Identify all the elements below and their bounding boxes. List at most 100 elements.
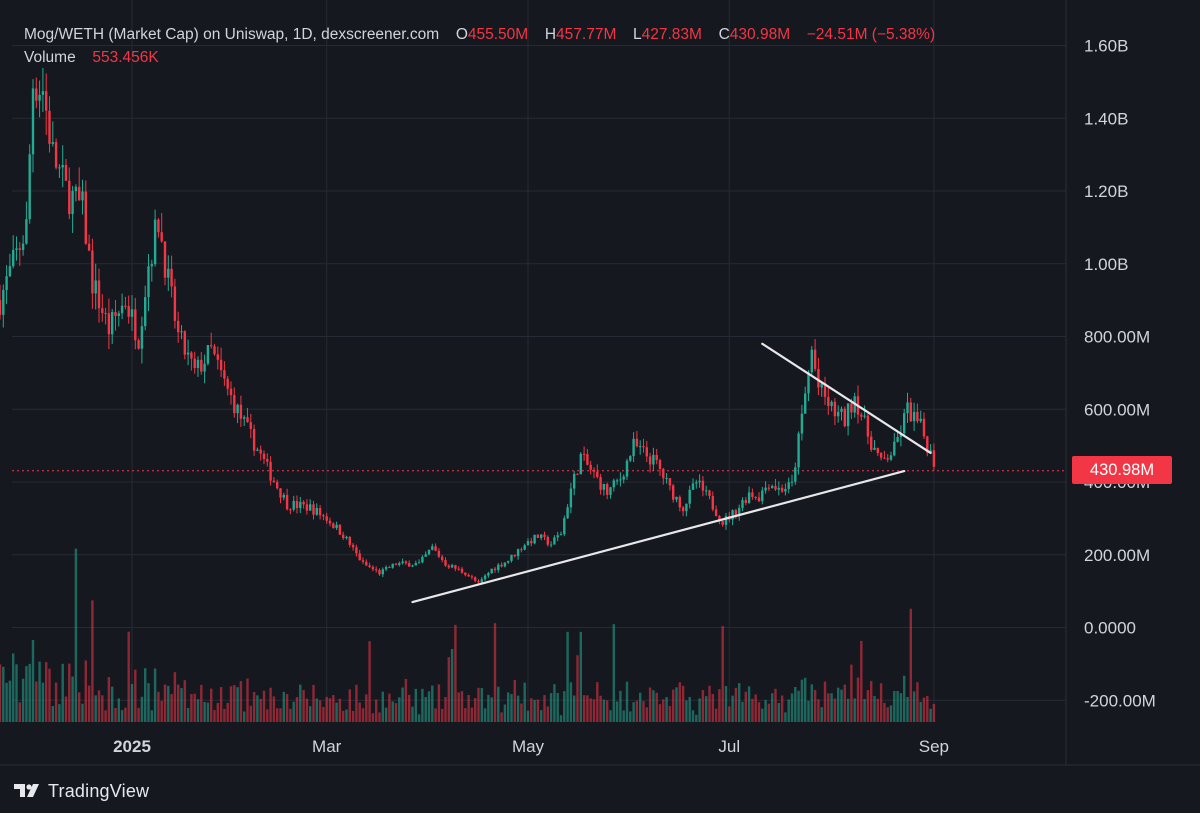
candle-body [889, 455, 893, 460]
candle-body [318, 508, 322, 516]
volume-bar [724, 686, 728, 722]
volume-bar [520, 703, 523, 722]
candle-body [193, 358, 196, 369]
candle [576, 473, 579, 476]
volume-bar [437, 684, 441, 722]
volume-bar [899, 693, 903, 722]
candle-body [219, 359, 223, 371]
candle-body [909, 402, 912, 422]
candle-body [358, 553, 361, 561]
candle [757, 492, 761, 503]
candle [246, 407, 249, 423]
candle [252, 424, 256, 456]
y-tick-label: 800.00M [1084, 328, 1150, 347]
candle-body [668, 478, 672, 486]
candle-body [619, 479, 622, 481]
candle [130, 295, 134, 331]
candle-body [68, 180, 71, 215]
change-value: −24.51M (−5.38%) [806, 26, 936, 43]
volume-bar [450, 649, 454, 722]
candle-body [860, 414, 863, 417]
volume-bar [668, 705, 672, 722]
candle-body [582, 453, 586, 455]
candle [886, 454, 889, 463]
volume-bar [28, 663, 31, 722]
candle [530, 537, 533, 547]
candle [513, 554, 516, 558]
candle-body [503, 562, 507, 567]
candle-body [61, 164, 64, 168]
volume-bar [837, 687, 840, 722]
candle [173, 278, 177, 329]
candle-body [0, 300, 2, 315]
volume-bar [342, 710, 345, 722]
candle [262, 450, 266, 465]
volume-bar [741, 701, 744, 722]
volume-bar [655, 692, 658, 722]
volume-bar [68, 663, 71, 722]
candle-body [804, 393, 807, 414]
volume-bar [200, 684, 203, 722]
candle [724, 513, 728, 530]
volume-bar [84, 660, 87, 722]
candle-body [827, 396, 830, 406]
volume-bar [285, 694, 289, 722]
volume-bar [563, 691, 566, 722]
volume-bar [559, 715, 563, 722]
volume-bar [246, 678, 249, 722]
candle-body [447, 565, 450, 568]
candle-body [929, 450, 932, 453]
candle-body [229, 388, 233, 396]
volume-bar [183, 680, 186, 722]
candle [579, 452, 582, 475]
volume-label[interactable]: Volume [24, 49, 76, 66]
volume-bar [639, 692, 642, 722]
candle-body [922, 418, 926, 437]
volume-bar [596, 682, 599, 722]
trendline-resistance [761, 342, 932, 454]
candle-body [470, 576, 474, 578]
volume-bar [117, 698, 120, 722]
volume-bar [434, 708, 437, 722]
volume-bar [919, 702, 922, 722]
volume-bar [615, 701, 619, 722]
volume-value: 553.456K [92, 49, 159, 66]
candle-body [523, 545, 526, 550]
candle-body [91, 250, 94, 294]
tradingview-branding[interactable]: TradingView [14, 776, 149, 806]
candle [87, 234, 91, 252]
volume-bar [530, 698, 533, 722]
volume-bar [411, 706, 414, 722]
candle [256, 447, 259, 452]
candle-body [312, 504, 315, 515]
y-tick-label: 600.00M [1084, 400, 1150, 419]
candle-body [444, 560, 447, 566]
candle-body [398, 563, 401, 565]
candle [606, 482, 609, 500]
candle [127, 295, 130, 324]
candle-body [183, 331, 186, 355]
volume-legend: Volume 553.456K [24, 48, 159, 68]
candle-body [94, 280, 97, 294]
candle-body [421, 556, 424, 563]
symbol-title[interactable]: Mog/WETH (Market Cap) on Uniswap, 1D, de… [24, 26, 440, 43]
candle [157, 218, 160, 238]
volume-bar [51, 706, 54, 722]
volume-bar [157, 691, 160, 722]
candle-body [368, 565, 371, 568]
candle [266, 453, 269, 467]
candle-body [513, 554, 516, 557]
candle [107, 298, 111, 350]
candle-body [120, 305, 124, 314]
candle [599, 473, 602, 495]
candle-body [903, 413, 906, 434]
candle [25, 201, 28, 245]
candle [124, 296, 127, 310]
volume-bar [774, 688, 777, 722]
candle [338, 524, 342, 535]
candle-body [688, 489, 691, 504]
candle-body [705, 490, 708, 492]
candle [592, 467, 596, 479]
